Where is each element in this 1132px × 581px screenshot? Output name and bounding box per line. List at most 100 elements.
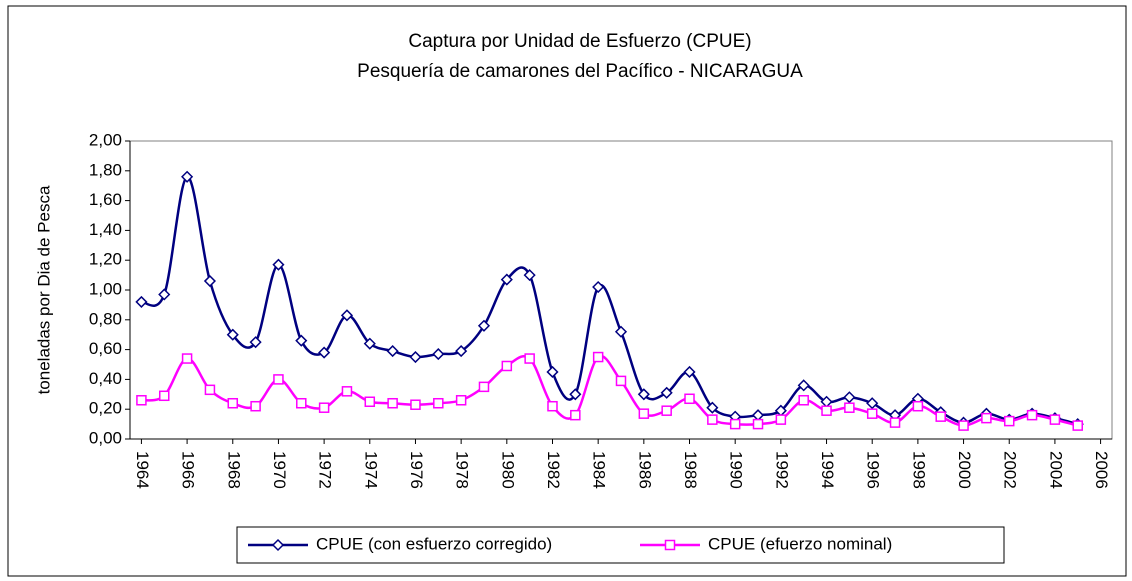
y-tick-label: 0,80	[89, 309, 122, 328]
marker	[729, 418, 741, 430]
marker	[318, 402, 330, 413]
marker	[752, 418, 764, 430]
marker	[683, 365, 696, 379]
marker	[569, 388, 582, 401]
x-tick-label: 1966	[179, 451, 198, 489]
marker	[295, 334, 308, 347]
legend-box	[236, 526, 1005, 564]
x-tick-label: 2004	[1046, 451, 1065, 489]
x-tick-label: 2006	[1092, 451, 1111, 489]
x-tick-label: 1994	[818, 451, 837, 489]
chart-title: Captura por Unidad de Esfuerzo (CPUE)	[408, 31, 751, 52]
marker	[614, 325, 628, 338]
marker	[935, 411, 946, 422]
marker	[455, 395, 467, 406]
y-tick-label: 0,60	[89, 339, 122, 358]
marker	[958, 420, 969, 431]
marker	[364, 396, 376, 407]
marker	[136, 395, 147, 406]
marker	[501, 360, 513, 372]
marker	[615, 375, 627, 387]
marker	[866, 397, 879, 410]
x-tick-label: 1990	[727, 451, 746, 489]
marker	[1026, 409, 1038, 421]
x-tick-label: 1984	[590, 451, 609, 489]
marker	[798, 395, 809, 406]
x-tick-label: 1986	[635, 451, 654, 489]
marker	[866, 408, 878, 419]
marker	[341, 386, 353, 397]
marker	[500, 273, 513, 286]
marker	[158, 288, 171, 301]
marker	[296, 397, 307, 409]
marker	[159, 390, 170, 402]
marker	[661, 405, 672, 416]
marker	[912, 400, 924, 412]
marker	[844, 402, 855, 413]
marker	[638, 408, 650, 419]
marker	[181, 170, 194, 183]
y-tick-label: 0,20	[89, 399, 122, 418]
x-tick-label: 1992	[772, 451, 791, 489]
marker	[1049, 414, 1061, 425]
marker	[250, 400, 261, 412]
y-tick-label: 1,00	[89, 279, 122, 298]
y-axis-label: toneladas por Dia de Pesca	[34, 185, 53, 394]
marker	[273, 374, 284, 385]
marker	[432, 348, 445, 361]
x-tick-label: 2000	[955, 451, 974, 489]
x-tick-label: 2002	[1001, 451, 1020, 489]
x-tick-label: 1980	[498, 451, 517, 489]
y-tick-label: 1,60	[89, 190, 122, 209]
marker	[706, 401, 719, 414]
y-tick-label: 0,40	[89, 369, 122, 388]
x-tick-label: 1974	[361, 451, 380, 489]
marker	[592, 280, 605, 294]
marker	[135, 295, 148, 308]
legend-marker	[271, 538, 285, 552]
marker	[409, 350, 422, 364]
x-tick-label: 1964	[133, 451, 152, 489]
marker	[524, 353, 535, 364]
marker	[570, 409, 581, 421]
x-tick-label: 1968	[224, 451, 243, 489]
legend-label: CPUE (efuerzo nominal)	[708, 534, 892, 553]
marker	[433, 397, 444, 409]
marker	[410, 399, 421, 410]
marker	[660, 386, 673, 399]
marker	[386, 345, 399, 358]
y-tick-label: 1,20	[89, 250, 122, 269]
marker	[843, 391, 856, 404]
marker	[1072, 420, 1083, 431]
x-tick-label: 1978	[453, 451, 472, 489]
marker	[227, 397, 239, 409]
marker	[797, 379, 810, 392]
marker	[546, 365, 559, 379]
y-tick-label: 2,00	[89, 130, 122, 149]
marker	[387, 397, 398, 409]
marker	[455, 345, 468, 358]
x-tick-label: 1976	[407, 451, 426, 489]
y-tick-label: 0,00	[89, 428, 122, 447]
marker	[203, 274, 216, 288]
marker	[272, 258, 285, 271]
chart-subtitle: Pesquería de camarones del Pacífico - NI…	[357, 61, 803, 82]
marker	[592, 351, 604, 363]
marker	[775, 414, 787, 425]
marker	[226, 328, 239, 341]
x-tick-label: 1998	[909, 451, 928, 489]
x-tick-label: 1982	[544, 451, 563, 489]
marker	[523, 269, 536, 282]
x-tick-label: 1988	[681, 451, 700, 489]
marker	[547, 400, 558, 412]
marker	[1003, 415, 1015, 427]
marker	[889, 417, 901, 428]
marker	[204, 384, 216, 396]
y-tick-label: 1,80	[89, 160, 122, 179]
marker	[340, 309, 354, 322]
marker	[981, 412, 992, 424]
marker	[821, 405, 832, 416]
x-tick-label: 1970	[270, 451, 289, 489]
